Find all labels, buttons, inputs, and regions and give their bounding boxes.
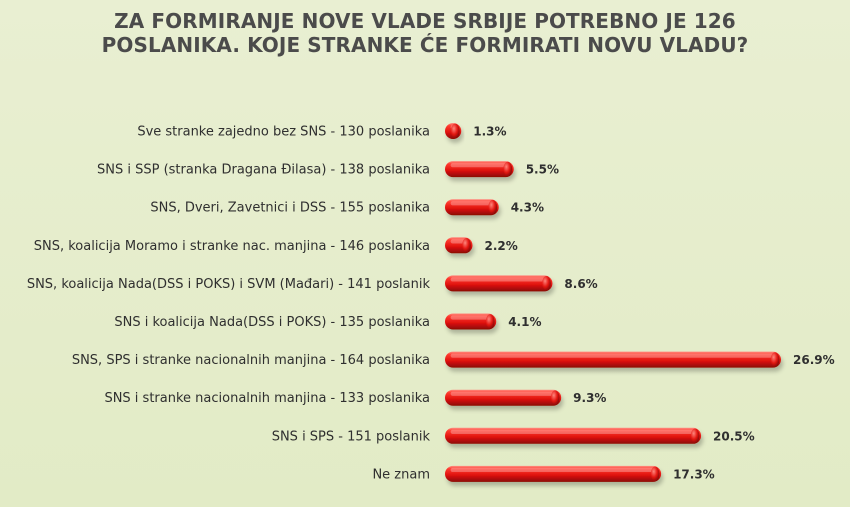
- bar-highlight: [450, 277, 547, 282]
- bar-highlight: [450, 315, 491, 320]
- category-label: Ne znam: [372, 467, 430, 482]
- category-label: SNS, SPS i stranke nacionalnih manjina -…: [72, 353, 430, 368]
- bar: [445, 465, 662, 482]
- bar-cap: [485, 314, 495, 329]
- category-label: SNS i SSP (stranka Dragana Đilasa) - 138…: [97, 163, 430, 178]
- value-label: 20.5%: [713, 429, 755, 443]
- value-label: 17.3%: [673, 467, 715, 481]
- bar-highlight: [450, 391, 556, 396]
- bar-cap: [690, 428, 700, 444]
- category-label: SNS, koalicija Moramo i stranke nac. man…: [34, 239, 430, 254]
- bar-cap: [450, 123, 460, 139]
- category-label: SNS i koalicija Nada(DSS i POKS) - 135 p…: [114, 315, 430, 330]
- category-label: SNS i SPS - 151 poslanik: [272, 429, 431, 444]
- category-label: SNS, koalicija Nada(DSS i POKS) i SVM (M…: [27, 277, 431, 292]
- bar-highlight: [450, 163, 509, 168]
- bar-highlight: [450, 429, 696, 434]
- bar: [445, 313, 497, 330]
- bar: [445, 199, 499, 216]
- bar-cap: [770, 352, 780, 367]
- bar-cap: [488, 199, 498, 215]
- bar-cap: [542, 276, 551, 291]
- chart-title: ZA FORMIRANJE NOVE VLADE SRBIJE POTREBNO…: [0, 9, 850, 57]
- value-label: 26.9%: [793, 353, 835, 367]
- bar-cap: [650, 466, 660, 482]
- bar-highlight: [450, 467, 656, 473]
- bar-highlight: [450, 201, 494, 206]
- bar-highlight: [450, 353, 776, 358]
- value-label: 4.3%: [511, 201, 544, 215]
- value-label: 4.1%: [508, 315, 541, 329]
- value-label: 2.2%: [484, 239, 517, 253]
- bar: [445, 123, 462, 139]
- bar-cap: [503, 161, 513, 177]
- bar-cap: [550, 390, 560, 406]
- chart-title-line-2: POSLANIKA. KOJE STRANKE ĆE FORMIRATI NOV…: [101, 33, 749, 57]
- value-label: 8.6%: [564, 277, 597, 291]
- category-label: SNS, Dveri, Zavetnici i DSS - 155 poslan…: [150, 201, 430, 216]
- value-label: 5.5%: [526, 163, 559, 177]
- bar: [445, 275, 553, 292]
- category-label: SNS i stranke nacionalnih manjina - 133 …: [104, 391, 430, 406]
- bar: [445, 389, 562, 406]
- value-label: 1.3%: [473, 125, 506, 139]
- bar: [445, 161, 514, 178]
- chart-title-line-1: ZA FORMIRANJE NOVE VLADE SRBIJE POTREBNO…: [114, 9, 736, 33]
- category-label: Sve stranke zajedno bez SNS - 130 poslan…: [137, 125, 430, 140]
- bar: [445, 351, 781, 368]
- value-label: 9.3%: [573, 391, 606, 405]
- bar-cap: [462, 237, 471, 253]
- bar: [445, 427, 702, 444]
- bar: [445, 237, 473, 254]
